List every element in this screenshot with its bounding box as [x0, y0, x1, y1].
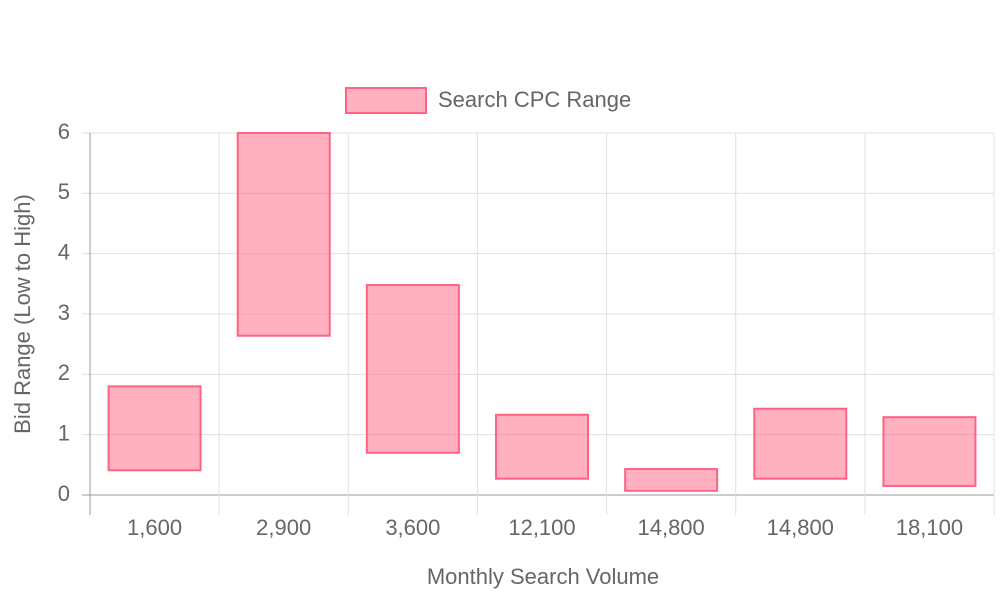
x-tick-label: 1,600: [127, 515, 182, 540]
bar: [495, 413, 589, 480]
x-tick-label: 3,600: [385, 515, 440, 540]
bar: [107, 385, 202, 472]
y-axis-title: Bid Range (Low to High): [10, 194, 35, 434]
bar: [624, 468, 719, 492]
y-tick-label: 3: [58, 300, 70, 325]
y-tick-label: 4: [58, 239, 70, 264]
x-tick-label: 2,900: [256, 515, 311, 540]
bar: [236, 132, 331, 337]
x-tick-label: 12,100: [508, 515, 575, 540]
legend-label: Search CPC Range: [438, 87, 631, 112]
y-tick-label: 1: [58, 420, 70, 445]
bar: [753, 407, 848, 480]
y-tick-label: 5: [58, 179, 70, 204]
bar: [882, 416, 977, 487]
legend-swatch: [345, 87, 427, 114]
x-tick-label: 14,800: [767, 515, 834, 540]
y-tick-label: 6: [58, 119, 70, 144]
bar: [365, 284, 460, 454]
x-axis-title: Monthly Search Volume: [427, 564, 659, 589]
y-tick-label: 2: [58, 360, 70, 385]
x-tick-label: 18,100: [896, 515, 963, 540]
x-tick-label: 14,800: [637, 515, 704, 540]
y-tick-label: 0: [58, 481, 70, 506]
